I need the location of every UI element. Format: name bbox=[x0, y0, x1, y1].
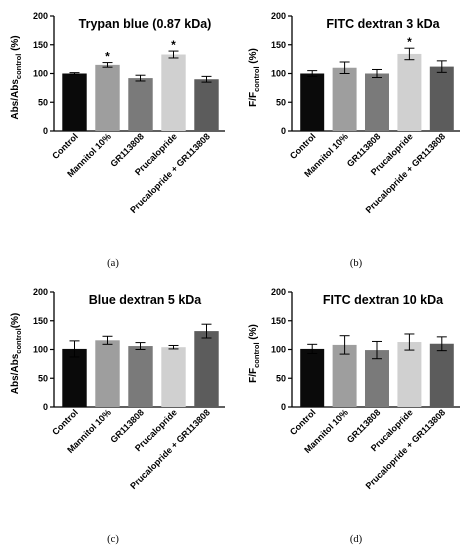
bar bbox=[62, 348, 87, 407]
significance-marker: * bbox=[407, 35, 412, 49]
chart-title: FITC dextran 10 kDa bbox=[323, 293, 444, 307]
bar bbox=[62, 73, 87, 131]
bar bbox=[300, 73, 325, 131]
bar bbox=[128, 346, 153, 407]
bar bbox=[365, 73, 389, 131]
bar bbox=[161, 54, 186, 131]
y-tick-label: 0 bbox=[281, 402, 286, 412]
y-axis-label-main: F/F bbox=[248, 368, 259, 383]
chart-panel: FITC dextran 10 kDa F/Fcontrol (%) 0 50 100 1… bbox=[248, 287, 460, 545]
bar bbox=[95, 64, 120, 131]
y-axis-label-sub: control bbox=[14, 54, 23, 79]
chart-panel: FITC dextran 3 kDa F/Fcontrol (%) 0 50 100 15… bbox=[248, 11, 460, 269]
y-axis-label-tail: (%) bbox=[10, 313, 21, 329]
chart-panel: Blue dextran 5 kDa Abs/Abscontrol(%) 0 50 10… bbox=[10, 287, 225, 545]
x-tick-label: Control bbox=[288, 131, 318, 161]
y-axis-label: F/Fcontrol (%) bbox=[248, 324, 261, 383]
bar bbox=[300, 348, 325, 407]
bar bbox=[429, 343, 454, 407]
chart-title: FITC dextran 3 kDa bbox=[326, 17, 440, 31]
y-tick-label: 150 bbox=[271, 40, 286, 50]
x-tick-label: Control bbox=[288, 407, 318, 437]
bar bbox=[365, 350, 389, 407]
y-tick-label: 100 bbox=[271, 69, 286, 79]
panel-label: (d) bbox=[350, 534, 363, 545]
y-tick-label: 50 bbox=[276, 373, 286, 383]
y-tick-label: 200 bbox=[33, 11, 48, 21]
bar bbox=[397, 342, 422, 407]
y-axis-label-tail: (%) bbox=[248, 48, 259, 66]
y-axis-label-sub: control bbox=[252, 66, 261, 91]
y-axis-label-main: F/F bbox=[248, 92, 259, 107]
chart-title: Blue dextran 5 kDa bbox=[89, 293, 203, 307]
y-axis-label-sub: control bbox=[14, 328, 23, 353]
y-axis-label: Abs/Abscontrol (%) bbox=[10, 35, 23, 119]
significance-marker: * bbox=[105, 50, 110, 64]
y-axis-label-main: Abs/Abs bbox=[10, 353, 21, 394]
y-axis-label-main: Abs/Abs bbox=[10, 79, 21, 120]
bar bbox=[128, 78, 153, 131]
y-tick-label: 150 bbox=[33, 316, 48, 326]
bar bbox=[194, 79, 219, 131]
significance-marker: * bbox=[171, 38, 176, 52]
bar bbox=[161, 347, 186, 407]
panel-label: (a) bbox=[107, 258, 119, 269]
bar bbox=[194, 331, 219, 407]
y-tick-label: 200 bbox=[33, 287, 48, 297]
y-tick-label: 50 bbox=[38, 97, 48, 107]
y-tick-label: 0 bbox=[281, 126, 286, 136]
y-tick-label: 50 bbox=[276, 97, 286, 107]
y-axis-label-tail: (%) bbox=[248, 324, 259, 342]
panel-label: (b) bbox=[350, 258, 363, 269]
y-tick-label: 50 bbox=[38, 373, 48, 383]
y-axis-label-sub: control bbox=[252, 342, 261, 367]
x-tick-label: Control bbox=[50, 131, 80, 161]
y-tick-label: 0 bbox=[43, 402, 48, 412]
bar bbox=[332, 67, 357, 131]
y-tick-label: 100 bbox=[271, 345, 286, 355]
y-tick-label: 200 bbox=[271, 287, 286, 297]
y-axis-label-tail: (%) bbox=[10, 35, 21, 53]
bar bbox=[95, 340, 120, 407]
bar bbox=[429, 66, 454, 131]
panel-label: (c) bbox=[107, 534, 119, 545]
y-axis-label: F/Fcontrol (%) bbox=[248, 48, 261, 107]
y-tick-label: 100 bbox=[33, 69, 48, 79]
y-axis-label: Abs/Abscontrol(%) bbox=[10, 313, 23, 395]
chart-panel: Trypan blue (0.87 kDa) Abs/Abscontrol (%)… bbox=[10, 11, 225, 269]
x-tick-label: Control bbox=[50, 407, 80, 437]
y-tick-label: 150 bbox=[271, 316, 286, 326]
y-tick-label: 100 bbox=[33, 345, 48, 355]
bar bbox=[397, 53, 422, 132]
y-tick-label: 0 bbox=[43, 126, 48, 136]
y-tick-label: 150 bbox=[33, 40, 48, 50]
y-tick-label: 200 bbox=[271, 11, 286, 21]
bar bbox=[332, 344, 357, 407]
chart-title: Trypan blue (0.87 kDa) bbox=[79, 17, 212, 31]
